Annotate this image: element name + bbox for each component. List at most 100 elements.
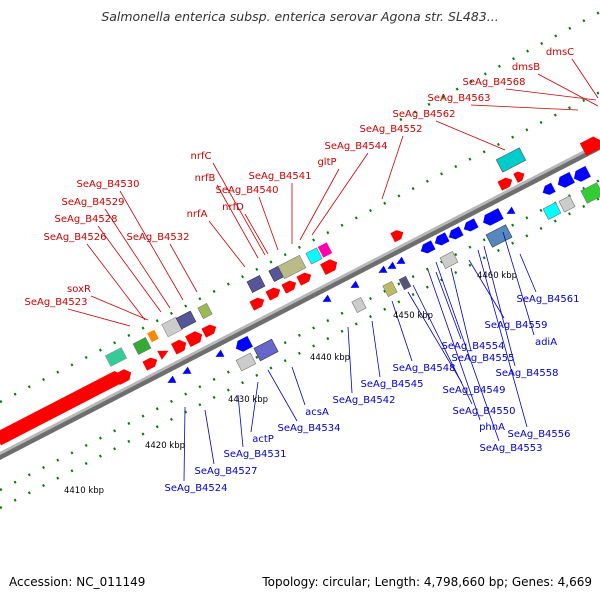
cds-other-shape (253, 338, 279, 362)
leader-line (216, 184, 259, 259)
gene-label: SeAg_B4553 (480, 443, 543, 454)
cds-forward (497, 177, 513, 191)
tick-row (0, 178, 600, 492)
gene-label: SeAg_B4548 (393, 363, 456, 374)
scale-label: 4410 kbp (64, 486, 104, 496)
cds-other-shape (542, 202, 562, 220)
leader-line (571, 58, 599, 99)
cds-other-shape (235, 352, 257, 372)
cds-reverse (557, 171, 575, 188)
leader-line (311, 152, 369, 236)
cds-other-shape (268, 265, 284, 283)
cds-other (558, 195, 576, 213)
leader-line (468, 259, 505, 319)
leader-line (412, 284, 473, 405)
label-leader-lines (67, 58, 599, 482)
tick-row (0, 90, 600, 404)
gene-label: SeAg_B4550 (453, 406, 516, 417)
gene-label: SeAg_B4555 (452, 353, 515, 364)
cds-other-shape (485, 224, 513, 248)
cds-other (317, 242, 333, 258)
gene-label: gltP (317, 157, 336, 168)
gene-label: SeAg_B4529 (62, 197, 125, 208)
cds-reverse-arrow-shape (322, 294, 332, 302)
leader-line (86, 243, 146, 321)
gene-label: SeAg_B4540 (216, 185, 279, 196)
cds-forward-shape (114, 369, 132, 386)
cds-reverse (434, 232, 450, 246)
leader-line (483, 245, 516, 367)
leader-line (347, 326, 353, 394)
cds-other-shape (317, 242, 333, 258)
gene-label: nrfD (222, 202, 244, 213)
cds-forward-shape (320, 259, 338, 276)
gene-label: SeAg_B4526 (44, 232, 107, 243)
leader-line (267, 369, 298, 422)
gene-label: SeAg_B4552 (360, 124, 423, 135)
gene-label: adiA (535, 337, 557, 348)
cds-forward-shape (296, 272, 312, 286)
cds-reverse-shape (542, 182, 556, 195)
gene-label: SeAg_B4524 (165, 483, 228, 494)
gene-label: soxR (67, 284, 91, 295)
cds-reverse-arrow (167, 375, 177, 383)
leader-line (208, 220, 246, 268)
cds-forward (185, 331, 203, 348)
leader-line (435, 120, 506, 151)
leader-line (371, 320, 381, 378)
cds-forward (296, 272, 312, 286)
cds-forward (390, 230, 404, 243)
cds-other (580, 182, 600, 204)
cds-other-shape (580, 182, 600, 204)
genome-backbone (0, 142, 600, 460)
cds-forward (114, 369, 132, 386)
cds-other (253, 338, 279, 362)
cds-other-shape (558, 195, 576, 213)
cds-reverse-shape (463, 218, 479, 232)
gene-labels: SeAg_B4523 soxR SeAg_B4526 SeAg_B4528 SeAg_B… (25, 47, 580, 494)
cds-other-shape (197, 302, 213, 320)
cds-forward-shape (142, 357, 158, 371)
leader-line (391, 300, 413, 362)
cds-other-shape (495, 147, 527, 173)
leader-line (427, 269, 481, 421)
cds-reverse-arrow-shape (167, 375, 177, 383)
cds-forward-shape (579, 136, 600, 156)
cds-other (132, 337, 152, 355)
cds-other-shape (104, 347, 128, 367)
gene-label: SeAg_B4556 (508, 429, 571, 440)
gene-label: SeAg_B4558 (496, 368, 559, 379)
gene-label: nrfB (195, 173, 216, 184)
scale-label: 4420 kbp (145, 441, 185, 451)
leader-line (407, 291, 463, 384)
cds-other-shape (277, 254, 307, 280)
cds-forward-shape (281, 280, 297, 294)
leader-line (119, 190, 184, 301)
cds-forward-shape (497, 177, 513, 191)
cds-reverse-shape (483, 208, 504, 226)
cds-other (542, 202, 562, 220)
leader-line (502, 231, 535, 336)
cds-other (305, 247, 323, 265)
leader-line (67, 308, 131, 327)
leader-line (470, 104, 579, 111)
cds-forward-long-shape (0, 370, 123, 446)
gene-label: SeAg_B4544 (325, 141, 388, 152)
cds-forward (513, 171, 525, 183)
cds-reverse (448, 226, 464, 240)
map-title: Salmonella enterica subsp. enterica sero… (101, 9, 499, 24)
scale-label: 4450 kbp (393, 311, 433, 321)
cds-reverse-arrow-shape (506, 206, 516, 214)
cds-reverse (542, 182, 556, 195)
leader-line (291, 366, 306, 406)
leader-line (519, 253, 537, 293)
leader-line (477, 249, 528, 428)
gene-label: SeAg_B4530 (77, 179, 140, 190)
cds-other-shape (161, 316, 183, 338)
gene-label: SeAg_B4542 (333, 395, 396, 406)
cds-other (495, 147, 527, 173)
cds-forward-shape (249, 297, 265, 311)
gene-label: SeAg_B4549 (443, 385, 506, 396)
cds-other (277, 254, 307, 280)
gene-label: SeAg_B4563 (428, 93, 491, 104)
